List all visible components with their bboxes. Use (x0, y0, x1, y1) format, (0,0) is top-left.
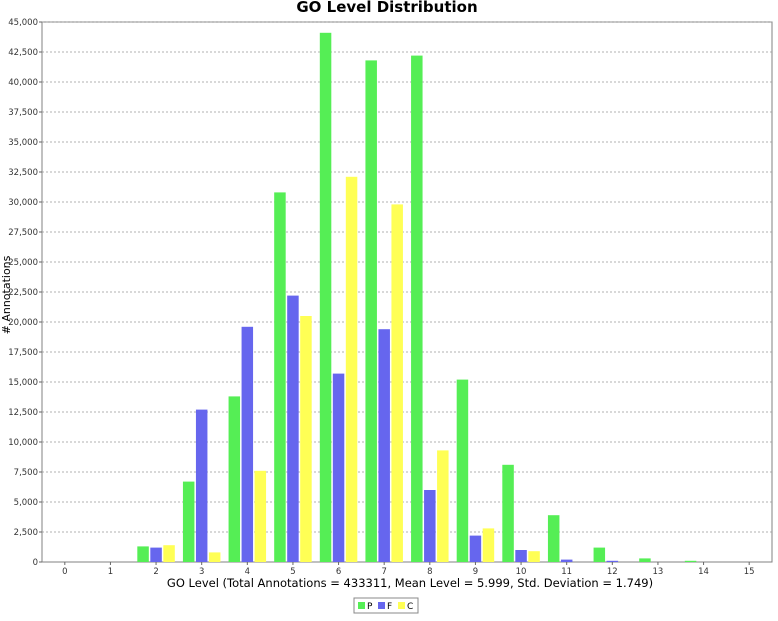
y-tick-label: 35,000 (8, 138, 38, 148)
x-tick-label: 11 (561, 567, 572, 577)
bar-P-7 (365, 60, 377, 563)
y-tick-label: 17,500 (8, 348, 38, 358)
legend-label-F: F (387, 602, 392, 612)
bar-F-12 (606, 560, 619, 562)
bar-P-6 (319, 32, 332, 563)
legend-swatch-P (358, 602, 365, 609)
y-tick-label: 0 (33, 558, 38, 568)
bars (137, 32, 697, 563)
bar-P-13 (639, 558, 651, 562)
bar-F-5 (287, 295, 299, 562)
x-tick-label: 8 (427, 567, 432, 577)
bar-C-3 (208, 552, 221, 562)
bar-F-7 (378, 329, 390, 562)
x-tick-label: 6 (336, 567, 341, 577)
grid-lines (41, 21, 773, 563)
x-tick-label: 5 (290, 567, 295, 577)
legend-box (353, 597, 419, 614)
x-tick-label: 3 (199, 567, 204, 577)
chart-title: GO Level Distribution (296, 0, 477, 16)
bar-C-7 (391, 204, 403, 562)
x-tick-label: 7 (381, 567, 386, 577)
bar-F-4 (241, 326, 254, 562)
bar-F-8 (424, 490, 436, 562)
bar-C-2 (163, 545, 175, 562)
bar-P-4 (228, 396, 241, 562)
x-tick-label: 1 (108, 567, 113, 577)
bar-F-11 (560, 559, 573, 562)
y-tick-label: 27,500 (8, 228, 38, 238)
bar-P-8 (411, 55, 423, 562)
bar-C-10 (528, 551, 540, 562)
bar-F-9 (469, 535, 482, 562)
x-tick-label: 14 (698, 567, 709, 577)
y-tick-label: 7,500 (14, 468, 38, 478)
bar-F-6 (332, 373, 345, 562)
y-tick-label: 5,000 (14, 498, 38, 508)
x-tick-label: 15 (744, 567, 755, 577)
y-tick-label: 2,500 (14, 528, 38, 538)
x-axis-label: GO Level (Total Annotations = 433311, Me… (167, 576, 653, 590)
y-tick-label: 10,000 (8, 438, 38, 448)
y-tick-label: 32,500 (8, 168, 38, 178)
bar-F-2 (150, 547, 162, 562)
x-tick-label: 2 (153, 567, 158, 577)
axes: 0 2,500 5,000 7,500 10,000 12,500 15,000 17,500… (8, 18, 754, 577)
x-tick-label: 10 (516, 567, 527, 577)
y-tick-label: 45,000 (8, 18, 38, 28)
bar-C-6 (345, 176, 358, 563)
x-tick-label: 9 (473, 567, 478, 577)
legend-label-P: P (367, 602, 373, 612)
bar-P-3 (182, 481, 195, 562)
bar-F-3 (195, 409, 208, 562)
legend-swatch-F (378, 602, 385, 609)
y-tick-label: 12,500 (8, 408, 38, 418)
y-tick-label: 30,000 (8, 198, 38, 208)
y-tick-label: 22,500 (8, 288, 38, 298)
y-tick-label: 15,000 (8, 378, 38, 388)
bar-C-4 (254, 470, 267, 562)
bar-P-12 (593, 547, 606, 562)
bar-P-11 (547, 515, 560, 562)
y-tick-label: 40,000 (8, 78, 38, 88)
y-tick-label: 37,500 (8, 108, 38, 118)
bar-P-5 (274, 192, 286, 562)
bar-P-9 (456, 379, 469, 562)
y-tick-label: 42,500 (8, 48, 38, 58)
bar-P-10 (502, 464, 514, 562)
legend-swatch-C (398, 602, 405, 609)
x-tick-label: 12 (607, 567, 618, 577)
legend-label-C: C (407, 602, 413, 612)
bar-C-9 (482, 528, 495, 562)
x-tick-label: 4 (245, 567, 250, 577)
bar-P-2 (137, 546, 149, 562)
bar-C-8 (437, 450, 449, 562)
bar-F-10 (515, 550, 527, 562)
y-tick-label: 25,000 (8, 258, 38, 268)
x-tick-label: 13 (653, 567, 664, 577)
y-tick-label: 20,000 (8, 318, 38, 328)
bar-P-14 (684, 560, 697, 562)
x-tick-label: 0 (62, 567, 67, 577)
bar-C-5 (300, 316, 312, 562)
y-axis-label: # Annotations (0, 255, 13, 334)
